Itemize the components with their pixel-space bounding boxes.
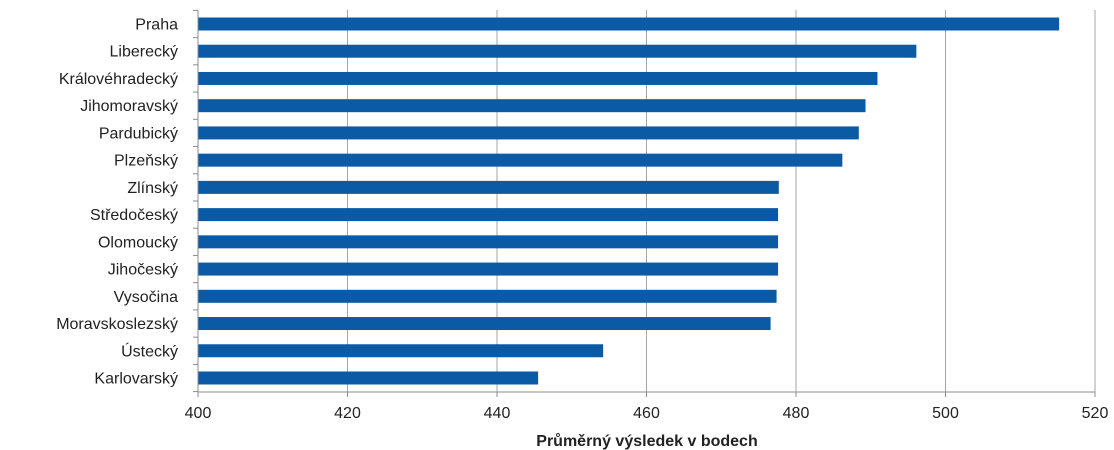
category-label: Královéhradecký (59, 71, 178, 88)
bar-12 (198, 344, 604, 358)
category-label: Zlínský (127, 180, 178, 197)
category-label: Karlovarský (94, 370, 178, 387)
category-label: Pardubický (99, 125, 178, 142)
category-label: Jihomoravský (80, 98, 178, 115)
category-labels: Praha Liberecký Královéhradecký Jihomoravsk… (56, 17, 178, 388)
bar-9 (198, 262, 779, 276)
bar-13 (198, 371, 539, 385)
x-tick-label: 420 (334, 405, 361, 422)
x-axis-title: Průměrný výsledek v bodech (536, 433, 757, 450)
x-tick-labels: 400 420 440 460 480 500 520 (185, 405, 1109, 422)
bar-7 (198, 208, 779, 222)
x-tick-label: 480 (783, 405, 810, 422)
category-label: Praha (135, 17, 178, 34)
bar-0 (198, 17, 1060, 31)
category-label: Liberecký (110, 44, 178, 61)
x-tick-label: 400 (185, 405, 212, 422)
bar-1 (198, 44, 917, 58)
bar-4 (198, 126, 859, 140)
bar-8 (198, 235, 779, 249)
category-label: Olomoucký (98, 234, 178, 251)
x-tick-label: 440 (484, 405, 511, 422)
category-label: Vysočina (114, 289, 178, 306)
bar-2 (198, 71, 878, 85)
bar-10 (198, 289, 777, 303)
category-label: Plzeňský (114, 153, 178, 170)
bars (198, 17, 1060, 385)
category-label: Moravskoslezský (56, 316, 178, 333)
category-label: Jihočeský (108, 262, 178, 279)
category-label: Středočeský (90, 207, 178, 224)
grid-lines (347, 10, 1096, 392)
bar-5 (198, 153, 843, 167)
bar-11 (198, 317, 771, 331)
category-label: Ústecký (121, 341, 178, 360)
bar-3 (198, 99, 866, 113)
axes (193, 9, 1096, 397)
bar-6 (198, 180, 779, 194)
x-tick-label: 500 (932, 405, 959, 422)
x-tick-label: 520 (1082, 405, 1109, 422)
x-tick-label: 460 (633, 405, 660, 422)
